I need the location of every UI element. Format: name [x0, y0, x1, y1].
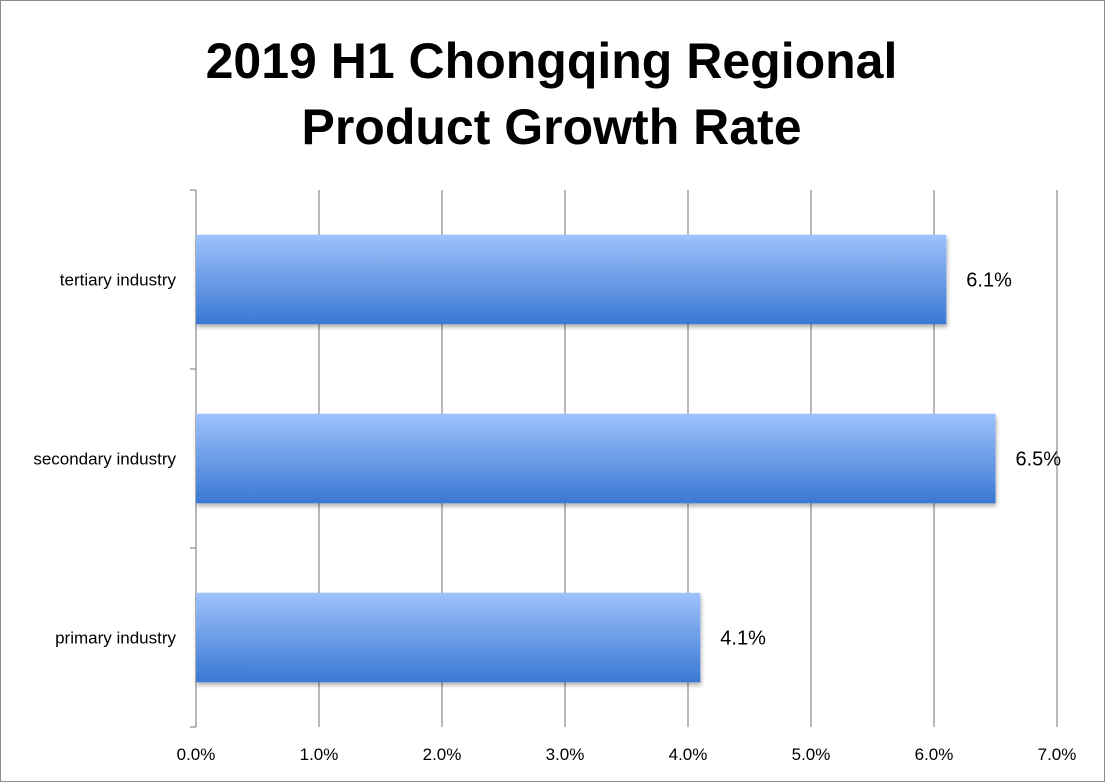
category-label: primary industry — [55, 629, 176, 648]
bar — [196, 413, 996, 504]
data-label: 4.1% — [720, 628, 766, 650]
bar-layer — [196, 234, 996, 683]
x-tick-label: 3.0% — [546, 745, 585, 764]
chart-title-line-1: 2019 H1 Chongqing Regional — [205, 33, 898, 89]
category-label: tertiary industry — [60, 271, 177, 290]
data-label: 6.5% — [1016, 449, 1062, 471]
x-tick-label: 5.0% — [792, 745, 831, 764]
x-tick-label: 0.0% — [177, 745, 216, 764]
category-label: secondary industry — [33, 450, 176, 469]
data-label: 6.1% — [966, 270, 1012, 292]
axis-layer — [190, 189, 197, 728]
x-tick-label: 1.0% — [300, 745, 339, 764]
bar — [196, 592, 701, 683]
bar — [196, 234, 947, 325]
x-tick-label: 6.0% — [915, 745, 954, 764]
x-tick-label: 4.0% — [669, 745, 708, 764]
chart-title-line-2: Product Growth Rate — [301, 99, 802, 155]
x-tick-label: 7.0% — [1038, 745, 1077, 764]
chart-title: 2019 H1 Chongqing Regional Product Growt… — [0, 28, 1103, 160]
label-layer: 0.0% 1.0% 2.0% 3.0% 4.0% 5.0% 6.0% 7.0% 4.1% prim… — [33, 270, 1076, 765]
x-tick-label: 2.0% — [423, 745, 462, 764]
